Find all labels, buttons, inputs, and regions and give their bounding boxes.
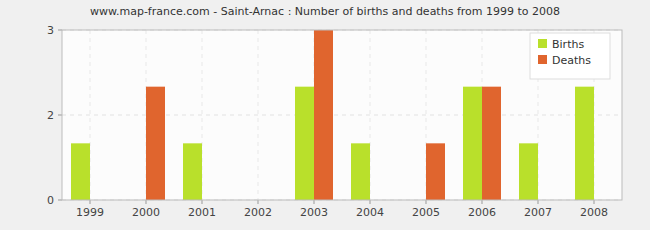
legend-label: Births — [552, 38, 584, 51]
tick-label: 2005 — [412, 206, 440, 219]
tick — [258, 200, 259, 204]
tick — [146, 200, 147, 204]
tick — [202, 200, 203, 204]
bar — [482, 87, 501, 200]
bar — [146, 87, 165, 200]
legend-swatch — [538, 39, 547, 48]
tick — [58, 30, 62, 31]
tick-label: 2001 — [188, 206, 216, 219]
plot-area — [62, 30, 622, 200]
tick-label: 2 — [47, 109, 54, 122]
tick — [482, 200, 483, 204]
bar — [519, 143, 538, 200]
tick-label: 2006 — [468, 206, 496, 219]
tick — [58, 200, 62, 201]
tick — [370, 200, 371, 204]
bar — [351, 143, 370, 200]
legend-label: Deaths — [552, 54, 591, 67]
bar — [314, 30, 333, 200]
plot-frame — [62, 30, 622, 200]
bar — [71, 143, 90, 200]
tick-label: 2003 — [300, 206, 328, 219]
tick-label: 3 — [47, 24, 54, 37]
tick — [538, 200, 539, 204]
bar — [426, 143, 445, 200]
bar — [463, 87, 482, 200]
grid-line — [258, 30, 259, 200]
tick — [314, 200, 315, 204]
bars — [71, 30, 594, 200]
bar — [183, 143, 202, 200]
tick-label: 2007 — [524, 206, 552, 219]
tick — [58, 115, 62, 116]
tick-label: 2008 — [580, 206, 608, 219]
tick-label: 2004 — [356, 206, 384, 219]
tick — [90, 200, 91, 204]
legend — [530, 33, 610, 79]
bar — [575, 87, 594, 200]
background — [0, 0, 650, 230]
title: www.map-france.com - Saint-Arnac : Numbe… — [90, 5, 560, 18]
legend-swatch — [538, 55, 547, 64]
tick — [594, 200, 595, 204]
bar — [295, 87, 314, 200]
tick-label: 2002 — [244, 206, 272, 219]
tick-label: 0 — [47, 194, 54, 207]
tick-label: 2000 — [132, 206, 160, 219]
tick — [426, 200, 427, 204]
tick-label: 1999 — [76, 206, 104, 219]
